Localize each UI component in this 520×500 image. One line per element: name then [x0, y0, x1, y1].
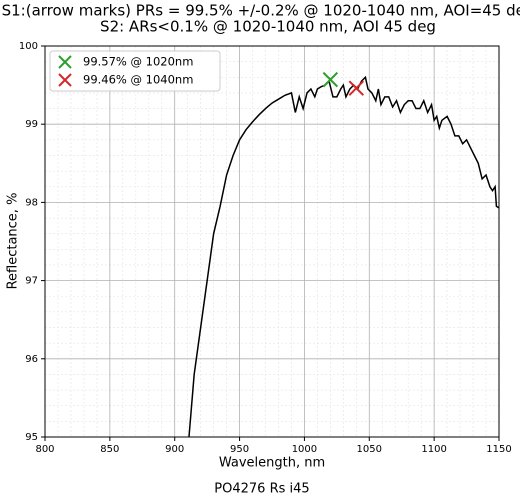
- x-tick-label: 1000: [292, 444, 317, 455]
- x-marker: [58, 55, 72, 69]
- legend-label: 99.57% @ 1020nm: [83, 55, 193, 69]
- x-marker-shape: [348, 80, 365, 96]
- y-tick-label: 99: [25, 119, 38, 130]
- y-tick-label: 98: [25, 197, 38, 208]
- x-tick-label: 950: [230, 444, 249, 455]
- x-tick-label: 900: [165, 444, 184, 455]
- y-tick-label: 97: [25, 276, 38, 287]
- x-tick-label: 850: [100, 444, 119, 455]
- chart-title: S2: ARs<0.1% @ 1020-1040 nm, AOI 45 deg: [100, 18, 436, 36]
- x-tick-label: 800: [35, 444, 54, 455]
- x-marker: [348, 80, 365, 96]
- chart-title: S1:(arrow marks) PRs = 99.5% +/-0.2% @ 1…: [2, 2, 520, 20]
- legend-label: 99.46% @ 1040nm: [83, 73, 193, 87]
- y-tick-label: 96: [25, 354, 38, 365]
- plot-frame: [44, 45, 500, 438]
- data-line: [188, 75, 500, 438]
- x-marker: [322, 71, 339, 88]
- legend-box: [49, 50, 221, 92]
- x-axis-label: Wavelength, nm: [219, 456, 325, 471]
- x-marker-shape: [322, 71, 339, 88]
- y-axis-label: Reflectance, %: [6, 193, 21, 290]
- x-tick-label: 1150: [486, 444, 511, 455]
- y-tick-label: 95: [25, 432, 38, 443]
- x-marker: [58, 73, 72, 87]
- x-tick-label: 1050: [357, 444, 382, 455]
- x-marker-shape: [58, 73, 72, 87]
- footer: PO4276 Rs i45: [214, 482, 309, 497]
- x-tick-label: 1100: [421, 444, 446, 455]
- y-tick-label: 100: [19, 41, 38, 52]
- x-marker-shape: [58, 55, 72, 69]
